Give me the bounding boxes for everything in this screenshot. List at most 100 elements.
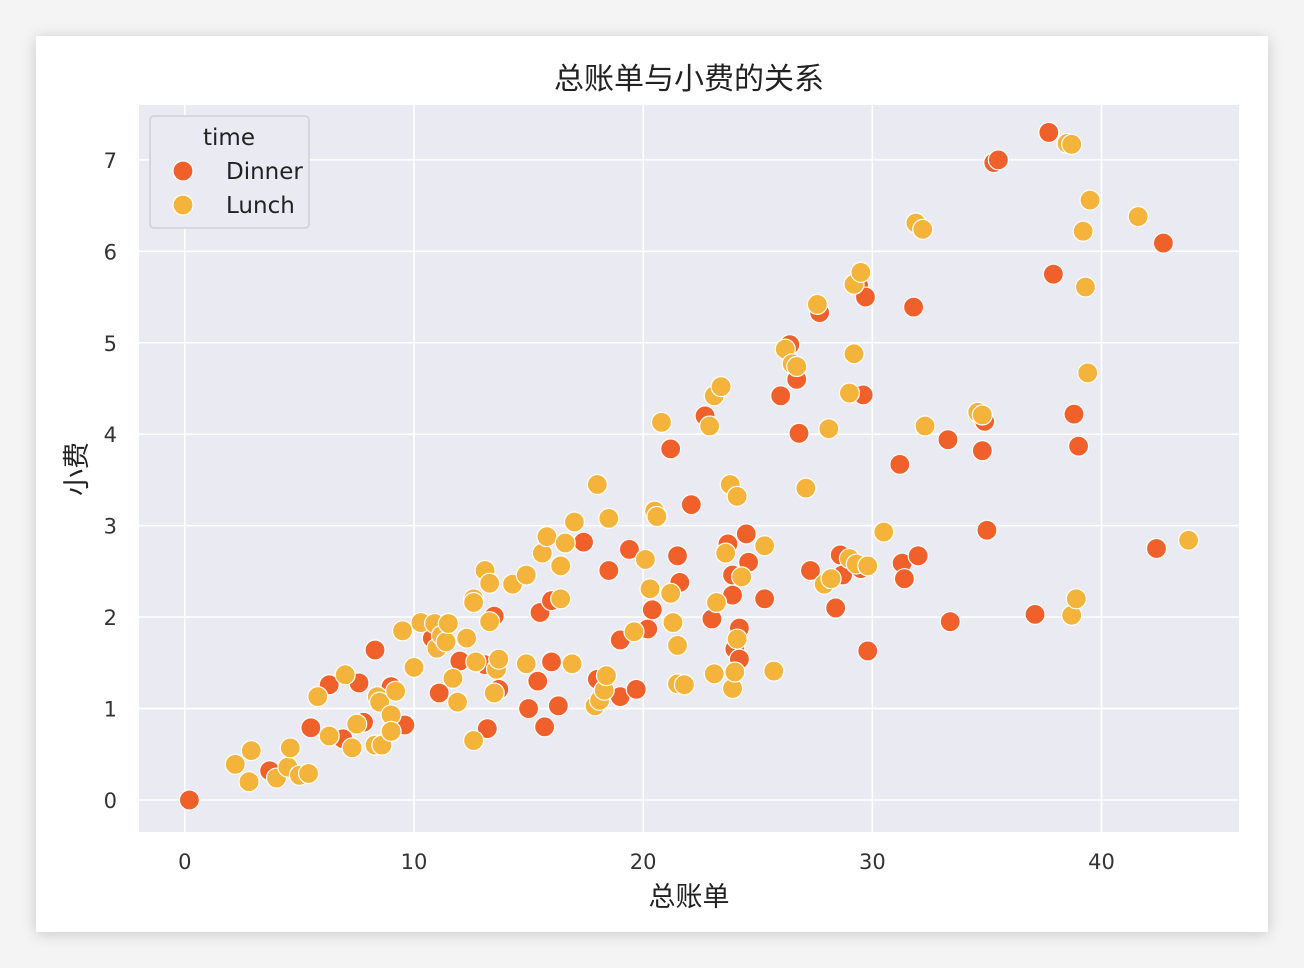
point-lunch	[914, 415, 936, 437]
point-dinner	[666, 545, 689, 567]
point-lunch	[462, 591, 485, 614]
point-lunch	[731, 566, 753, 588]
y-tick-label: 2	[104, 606, 117, 630]
point-lunch	[623, 621, 645, 643]
x-tick-label: 30	[859, 850, 886, 874]
point-dinner	[547, 695, 569, 717]
point-dinner	[300, 717, 322, 739]
point-dinner	[937, 429, 959, 451]
y-tick-labels: 0 1 2 3 4 5 6 7	[104, 149, 117, 813]
point-lunch	[724, 661, 746, 683]
point-lunch	[279, 737, 301, 759]
y-tick-label: 0	[104, 789, 117, 813]
point-lunch	[563, 511, 586, 533]
plot-area	[139, 105, 1239, 832]
point-lunch	[380, 720, 402, 743]
point-lunch	[754, 535, 776, 557]
point-dinner	[893, 568, 916, 590]
point-dinner	[902, 296, 925, 318]
point-dinner	[976, 519, 998, 541]
point-lunch	[726, 628, 748, 650]
legend-title: time	[203, 125, 255, 151]
point-lunch	[515, 653, 537, 675]
point-lunch	[442, 667, 464, 689]
point-lunch	[873, 521, 895, 543]
point-lunch	[912, 218, 934, 240]
point-lunch	[710, 376, 732, 398]
point-lunch	[634, 548, 657, 571]
y-tick-label: 5	[104, 332, 117, 356]
point-dinner	[799, 559, 822, 582]
scatter-chart: 0 10 20 30 40 0 1 2 3 4 5 6 7 总账单与小费的关系 总账单 小费 time…	[62, 62, 1239, 913]
point-lunch	[554, 532, 576, 554]
point-lunch	[240, 740, 262, 762]
point-dinner	[618, 538, 641, 561]
point-dinner	[1042, 263, 1064, 285]
point-lunch	[639, 578, 661, 600]
point-dinner	[788, 422, 810, 444]
point-dinner	[641, 599, 663, 621]
point-lunch	[479, 572, 501, 594]
point-dinner	[971, 440, 993, 462]
point-lunch	[550, 555, 572, 577]
legend: time Dinner Lunch	[149, 115, 310, 229]
point-dinner	[476, 718, 498, 740]
point-lunch	[857, 555, 879, 577]
point-lunch	[662, 611, 684, 634]
point-lunch	[437, 612, 459, 635]
point-dinner	[1024, 603, 1046, 625]
point-lunch	[479, 611, 501, 633]
legend-marker-lunch	[172, 194, 194, 216]
x-tick-labels: 0 10 20 30 40	[178, 850, 1115, 874]
point-lunch	[598, 507, 620, 529]
grid-lines	[139, 105, 1239, 832]
point-lunch	[341, 737, 363, 759]
point-dinner	[625, 678, 647, 700]
figure-card: 0 10 20 30 40 0 1 2 3 4 5 6 7 总账单与小费的关系 总账单 小费 time…	[36, 36, 1268, 932]
point-lunch	[971, 404, 993, 426]
point-lunch	[1061, 133, 1083, 155]
point-lunch	[385, 680, 407, 702]
point-lunch	[1127, 205, 1149, 228]
point-dinner	[572, 531, 595, 553]
data-points	[178, 121, 1200, 811]
point-dinner	[527, 670, 549, 692]
point-dinner	[857, 640, 879, 662]
point-lunch	[850, 261, 872, 283]
point-lunch	[561, 653, 583, 675]
point-dinner	[1152, 232, 1174, 254]
y-tick-label: 1	[104, 698, 117, 722]
point-lunch	[346, 713, 368, 735]
point-lunch	[786, 355, 808, 378]
point-dinner	[735, 523, 757, 545]
point-lunch	[660, 582, 682, 604]
point-lunch	[456, 627, 478, 649]
x-tick-label: 40	[1088, 850, 1115, 874]
point-lunch	[488, 648, 510, 670]
point-lunch	[403, 656, 425, 678]
point-dinner	[1038, 121, 1060, 144]
point-lunch	[715, 542, 737, 564]
point-lunch	[515, 564, 537, 586]
point-lunch	[1072, 220, 1094, 242]
point-lunch	[703, 663, 725, 685]
point-lunch	[818, 418, 840, 440]
x-tick-label: 10	[401, 850, 428, 874]
point-lunch	[297, 762, 320, 785]
point-lunch	[483, 682, 505, 704]
legend-marker-dinner	[172, 160, 194, 182]
point-lunch	[650, 411, 673, 433]
point-lunch	[705, 591, 728, 614]
point-lunch	[334, 664, 356, 686]
point-dinner	[428, 682, 450, 704]
point-dinner	[825, 597, 847, 619]
point-lunch	[1079, 189, 1101, 211]
point-dinner	[364, 639, 386, 661]
point-lunch	[446, 691, 469, 713]
point-lunch	[391, 620, 414, 642]
y-tick-label: 4	[104, 423, 117, 447]
point-lunch	[1074, 276, 1097, 298]
point-dinner	[1145, 537, 1168, 560]
point-lunch	[806, 293, 828, 315]
point-lunch	[238, 771, 260, 793]
